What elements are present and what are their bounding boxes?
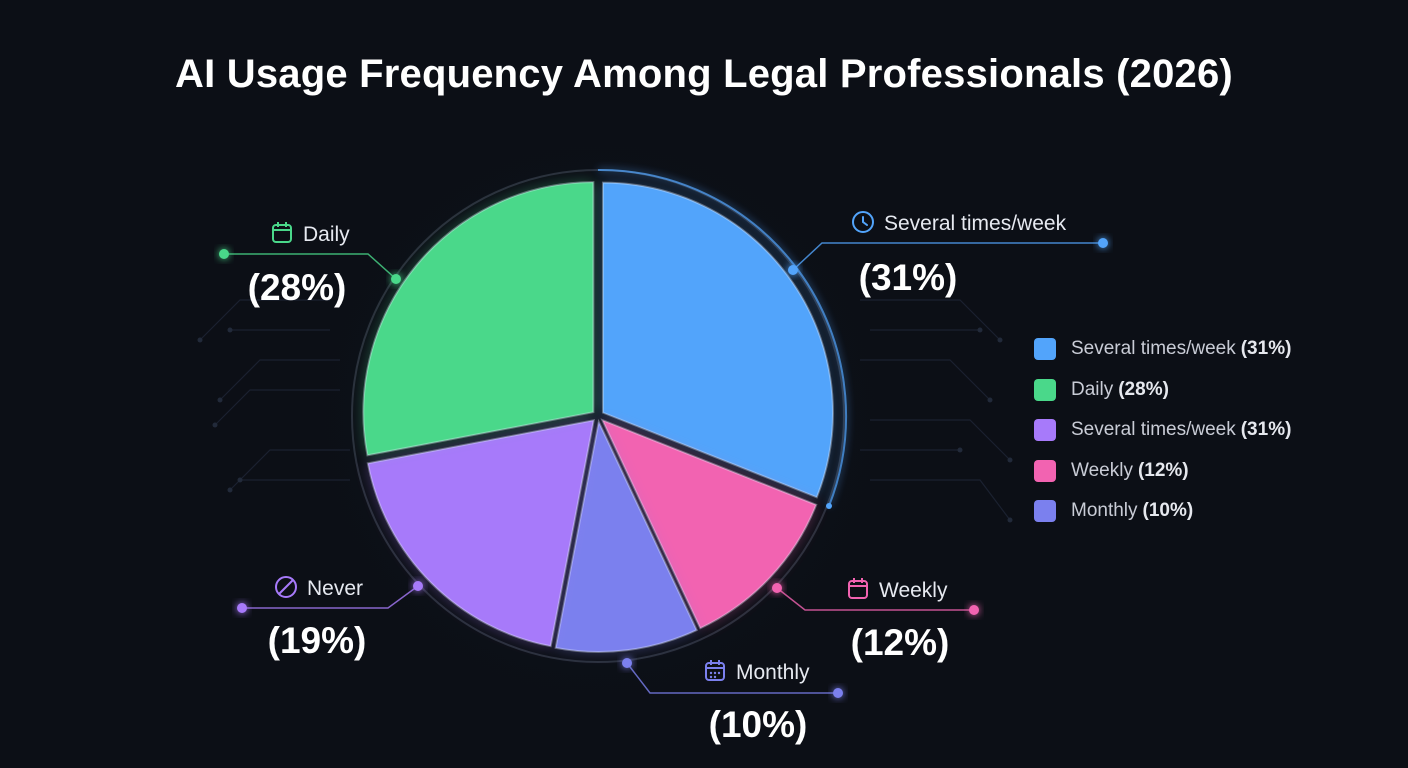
slice-never[interactable]: [366, 418, 596, 648]
slice-weekly[interactable]: [600, 418, 818, 630]
legend-item[interactable]: Monthly (10%): [1034, 500, 1291, 522]
circuit-node: [1007, 517, 1013, 523]
circuit-trace: [229, 449, 350, 491]
legend-label: Weekly: [1071, 459, 1133, 481]
legend-percentage: (31%): [1240, 419, 1292, 440]
circuit-node: [217, 397, 223, 403]
leader-dot: [413, 581, 423, 591]
circuit-node: [1007, 457, 1013, 463]
legend-item[interactable]: Several times/week (31%): [1034, 419, 1291, 441]
leader-dot: [622, 658, 632, 668]
legend-percentage: (31%): [1240, 338, 1292, 359]
legend: Several times/week (31%) Daily (28%) Several…: [1034, 338, 1291, 541]
calendar-icon: [272, 222, 292, 243]
legend-percentage: (12%): [1137, 459, 1189, 481]
legend-label: Monthly: [1071, 500, 1138, 521]
slice-daily[interactable]: [362, 181, 595, 457]
legend-label: Daily: [1071, 378, 1114, 400]
legend-label: Several times/week: [1071, 419, 1236, 440]
callout-percentage: (19%): [268, 620, 367, 661]
callout-percentage: (10%): [709, 704, 808, 745]
circuit-trace: [870, 419, 1011, 461]
legend-item[interactable]: Several times/week (31%): [1034, 338, 1291, 360]
callout-percentage: (12%): [851, 622, 950, 663]
prohibited-icon: [275, 576, 297, 598]
highlight-ring-end-dot: [826, 503, 832, 509]
callouts: Several times/week (31%) Daily (28%) Never (1…: [219, 211, 1108, 745]
circuit-node: [957, 447, 963, 453]
circuit-node: [987, 397, 993, 403]
leader-dot: [772, 583, 782, 593]
callout-label: Weekly: [879, 579, 948, 602]
legend-label: Several times/week: [1071, 338, 1236, 359]
circuit-node: [227, 327, 233, 333]
leader-line: [626, 662, 838, 694]
circuit-trace: [199, 299, 330, 341]
leader-end-dot: [1098, 238, 1108, 248]
clock-icon: [852, 211, 874, 233]
callout-several-times-week: Several times/week (31%): [788, 211, 1108, 298]
leader-dot: [788, 265, 798, 275]
callout-percentage: (31%): [859, 257, 958, 298]
legend-item[interactable]: Daily (28%): [1034, 378, 1291, 401]
circuit-trace: [860, 359, 991, 401]
legend-item[interactable]: Weekly (12%): [1034, 459, 1291, 482]
leader-line: [224, 253, 397, 280]
leader-end-dot: [969, 605, 979, 615]
circuit-node: [212, 422, 218, 428]
pie-slices: [362, 181, 834, 653]
callout-label: Daily: [303, 223, 350, 246]
legend-percentage: (28%): [1118, 378, 1169, 400]
callout-label: Monthly: [736, 661, 810, 684]
calendar-grid-icon: [705, 660, 725, 681]
leader-end-dot: [237, 603, 247, 613]
leader-line: [242, 585, 419, 609]
callout-label: Never: [307, 577, 363, 600]
circuit-decoration: [197, 299, 1013, 523]
legend-swatch: [1034, 459, 1056, 482]
calendar-icon: [848, 578, 868, 599]
chart-title: AI Usage Frequency Among Legal Professio…: [175, 52, 1233, 96]
circuit-trace: [214, 389, 340, 426]
legend-swatch: [1034, 378, 1056, 401]
leader-end-dot: [219, 249, 229, 259]
circuit-node: [997, 337, 1003, 343]
leader-end-dot: [833, 688, 843, 698]
legend-swatch: [1034, 338, 1056, 360]
slice-several-times-week[interactable]: [601, 181, 834, 499]
callout-daily: Daily (28%): [219, 222, 401, 308]
legend-swatch: [1034, 419, 1056, 441]
circuit-trace: [219, 359, 340, 401]
callout-never: Never (19%): [237, 576, 423, 661]
callout-monthly: Monthly (10%): [622, 658, 843, 745]
callout-weekly: Weekly (12%): [772, 578, 979, 663]
highlight-ring-arc: [597, 168, 848, 507]
circuit-node: [237, 477, 243, 483]
circuit-node: [227, 487, 233, 493]
slice-monthly[interactable]: [554, 418, 699, 653]
callout-label: Several times/week: [884, 212, 1067, 235]
circuit-trace: [870, 479, 1011, 521]
legend-percentage: (10%): [1142, 500, 1194, 521]
legend-swatch: [1034, 500, 1056, 522]
leader-line: [776, 587, 974, 611]
callout-percentage: (28%): [248, 267, 347, 308]
leader-dot: [391, 274, 401, 284]
circuit-trace: [860, 299, 1001, 341]
circuit-node: [977, 327, 983, 333]
leader-line: [792, 242, 1103, 271]
circuit-node: [197, 337, 203, 343]
